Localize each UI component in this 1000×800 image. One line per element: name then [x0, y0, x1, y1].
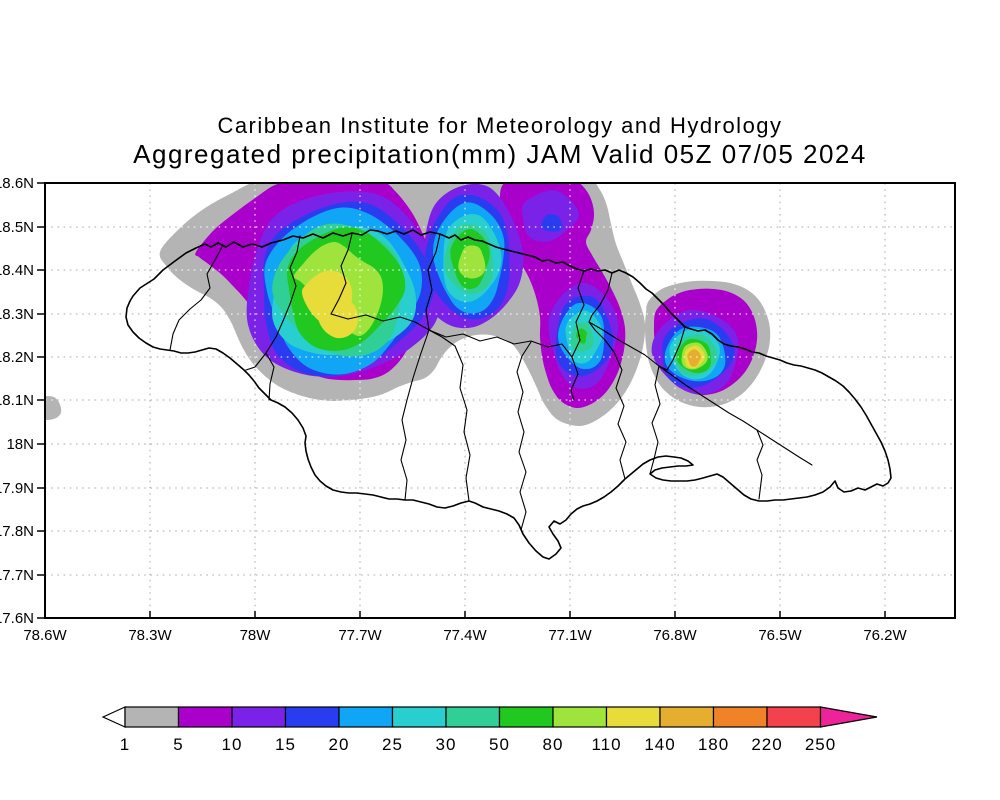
y-axis-label: 17.9N [0, 480, 34, 497]
parish-boundary [588, 321, 813, 466]
y-axis-label: 17.6N [0, 610, 34, 627]
parish-boundary [169, 246, 223, 351]
x-axis-label: 76.8W [653, 627, 697, 644]
colorbar-cell [391, 706, 447, 728]
x-axis-label: 78.6W [23, 627, 67, 644]
y-axis-label: 17.8N [0, 523, 34, 540]
precip-contour-yellow-west-2 [317, 297, 359, 339]
y-axis-label: 18.3N [0, 306, 34, 323]
x-axis-label: 76.5W [758, 627, 802, 644]
y-axis-label: 18.4N [0, 262, 34, 279]
colorbar-cell [124, 706, 180, 728]
colorbar-label: 15 [275, 735, 296, 754]
parish-boundary [649, 365, 661, 475]
x-axis-label: 77.7W [338, 627, 382, 644]
parish-boundary [658, 326, 686, 371]
parish-boundary [425, 233, 441, 331]
colorbar-cell [177, 706, 233, 728]
colorbar-cell [659, 706, 715, 728]
parish-boundary [330, 313, 430, 331]
y-axis-label: 18.5N [0, 219, 34, 236]
colorbar-label: 250 [805, 735, 836, 754]
colorbar-label: 30 [436, 735, 457, 754]
colorbar-label: 140 [644, 735, 675, 754]
colorbar-label: 1 [120, 735, 130, 754]
x-axis-label: 78.3W [128, 627, 172, 644]
figure-title-line1: Caribbean Institute for Meteorology and … [217, 113, 783, 138]
parish-boundary [516, 341, 532, 531]
parish-boundary [330, 233, 353, 315]
colorbar-cell [766, 706, 822, 728]
colorbar-label: 110 [591, 735, 621, 754]
colorbar-label: 50 [489, 735, 510, 754]
coastline-jamaica [125, 229, 892, 560]
parish-boundary [756, 429, 764, 500]
colorbar-label: 25 [382, 735, 403, 754]
y-axis-label: 17.7N [0, 567, 34, 584]
parish-boundary [428, 329, 573, 358]
y-axis-label: 18.2N [0, 349, 34, 366]
geography [125, 229, 892, 560]
axes: 18.6N 18.5N 18.4N 18.3N 18.2N 18.1N 18N 17.9N 17… [0, 175, 908, 644]
parish-boundary [588, 272, 613, 323]
colorbar-cell [712, 706, 768, 728]
colorbar-label: 10 [222, 735, 243, 754]
x-axis-label: 77.1W [548, 627, 592, 644]
parish-boundary [588, 321, 627, 480]
colorbar-cell [338, 706, 394, 728]
parish-boundary [245, 235, 301, 371]
precipitation-contours [45, 183, 771, 427]
parish-boundary [428, 329, 471, 502]
colorbar-label: 5 [173, 735, 183, 754]
colorbar-cell [605, 706, 661, 728]
colorbar-cell [498, 706, 554, 728]
colorbar-label: 220 [751, 735, 782, 754]
parish-boundary [400, 329, 430, 501]
colorbar-arrow-left [101, 706, 126, 728]
x-axis-label: 77.4W [443, 627, 487, 644]
y-axis-label: 18N [6, 436, 34, 453]
x-axis-label: 78W [240, 627, 272, 644]
parish-boundary [570, 270, 585, 401]
colorbar-label: 20 [329, 735, 350, 754]
precip-contour-gray-axis-dot [45, 396, 62, 420]
parish-boundary [265, 352, 275, 401]
colorbar-cell [231, 706, 287, 728]
precip-contour-gold-east [687, 349, 701, 367]
colorbar-arrow-right [819, 706, 878, 728]
colorbar: 1 5 10 15 20 25 30 50 80 110 140 180 220 250 [101, 706, 878, 754]
figure-title-line2: Aggregated precipitation(mm) JAM Valid 0… [133, 139, 867, 169]
y-axis-label: 18.1N [0, 392, 34, 409]
colorbar-label: 180 [698, 735, 729, 754]
y-axis-label: 18.6N [0, 175, 34, 192]
precip-contour-blue-b [541, 214, 563, 232]
colorbar-cell [284, 706, 340, 728]
colorbar-label: 80 [543, 735, 564, 754]
colorbar-cell [445, 706, 501, 728]
colorbar-cell [552, 706, 608, 728]
x-axis-label: 76.2W [863, 627, 907, 644]
